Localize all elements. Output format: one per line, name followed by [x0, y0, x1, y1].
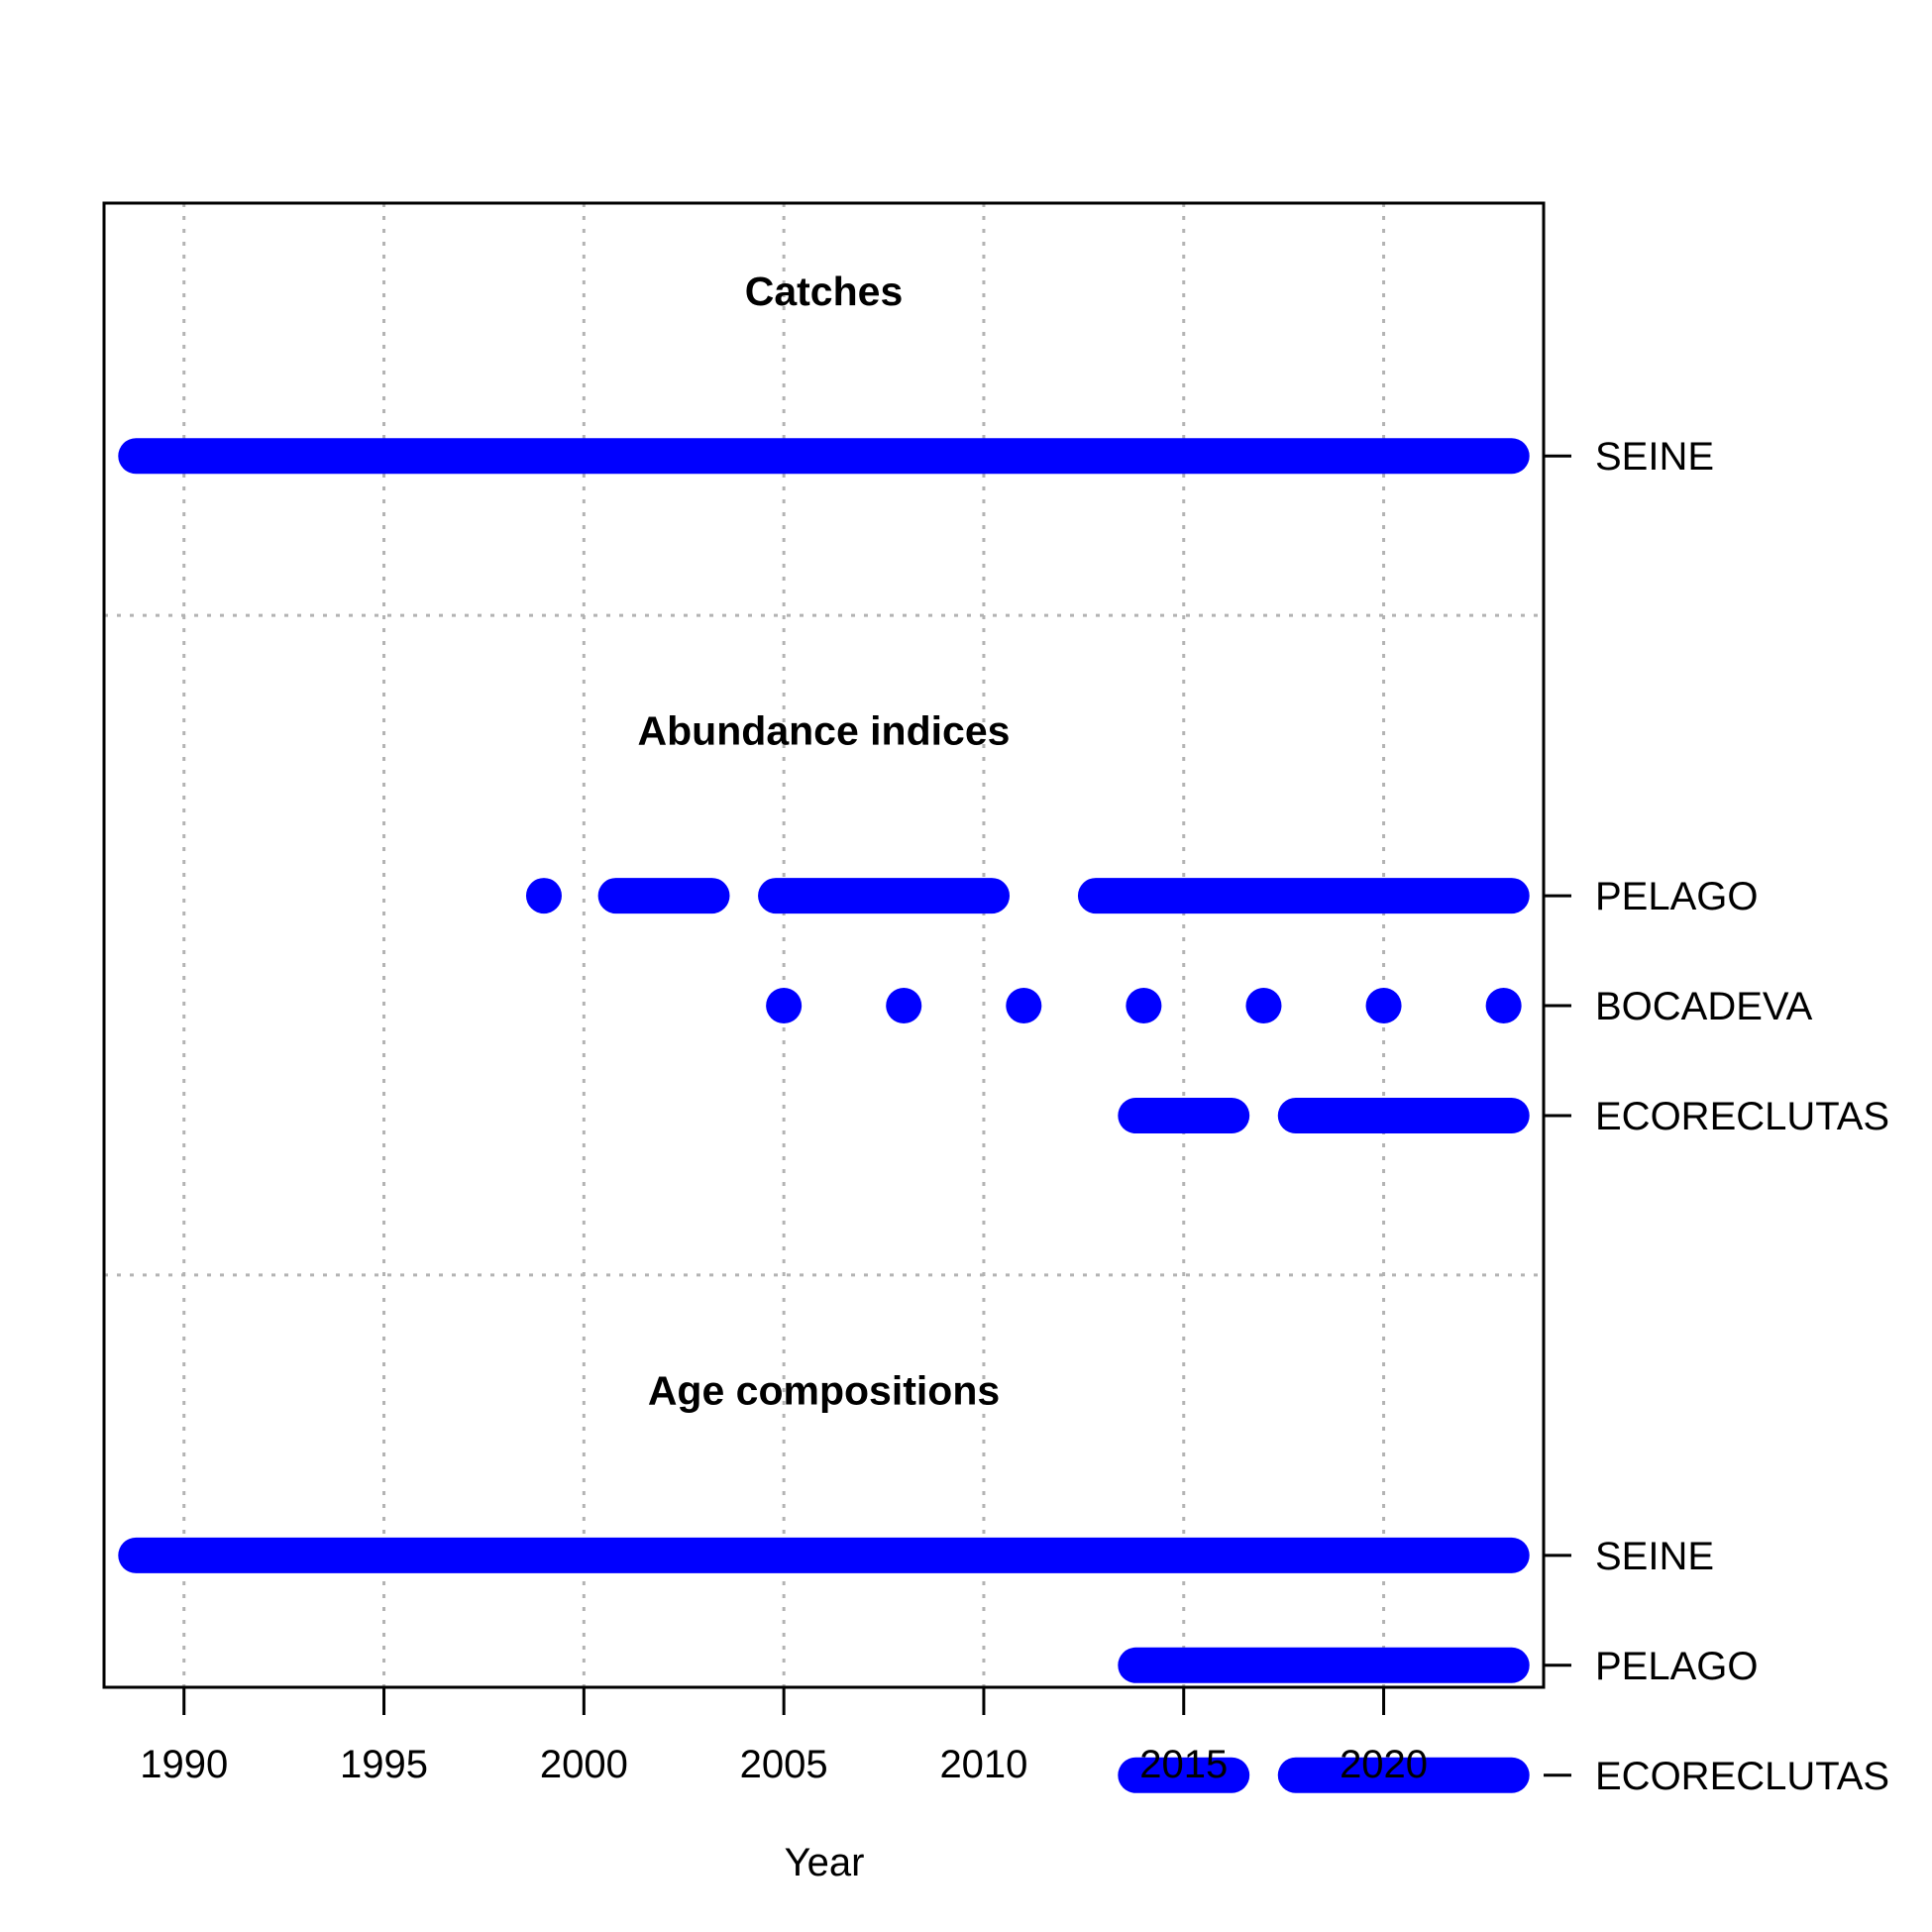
x-tick-label: 2010 [939, 1743, 1027, 1786]
data-point [886, 988, 922, 1024]
row-label: ECORECLUTAS [1595, 1095, 1889, 1138]
x-tick-label: 2020 [1340, 1743, 1428, 1786]
data-point [1006, 988, 1042, 1024]
x-tick-label: 1995 [340, 1743, 428, 1786]
x-tick-label: 1990 [140, 1743, 228, 1786]
row-label: SEINE [1595, 1535, 1714, 1578]
data-point [766, 988, 803, 1024]
x-tick-label: 2000 [540, 1743, 628, 1786]
row-label: PELAGO [1595, 1645, 1759, 1688]
section-title: Abundance indices [638, 708, 1011, 754]
x-tick-label: 2005 [740, 1743, 828, 1786]
data-point [1245, 988, 1282, 1024]
section-title: Catches [745, 268, 904, 314]
x-axis: 1990 1995 2000 2005 2010 2015 2020 [140, 454, 1571, 1786]
row-label: SEINE [1595, 435, 1714, 479]
data-point [525, 878, 562, 914]
text-layer: Catches SEINE Abundance indices PELAGO BOCAD… [638, 268, 1890, 1798]
marks-layer [118, 438, 1530, 1793]
plot-frame [102, 201, 1546, 1689]
data-point [1126, 988, 1162, 1024]
row-label: PELAGO [1595, 875, 1759, 918]
data-point [1365, 988, 1402, 1024]
data-point [1485, 988, 1522, 1024]
row-label: BOCADEVA [1595, 985, 1813, 1028]
section-title: Age compositions [648, 1367, 1000, 1413]
x-tick-label: 2015 [1139, 1743, 1228, 1786]
grid-layer [104, 203, 1544, 1687]
row-label: ECORECLUTAS [1595, 1755, 1889, 1798]
x-axis-title: Year [785, 1841, 865, 1884]
